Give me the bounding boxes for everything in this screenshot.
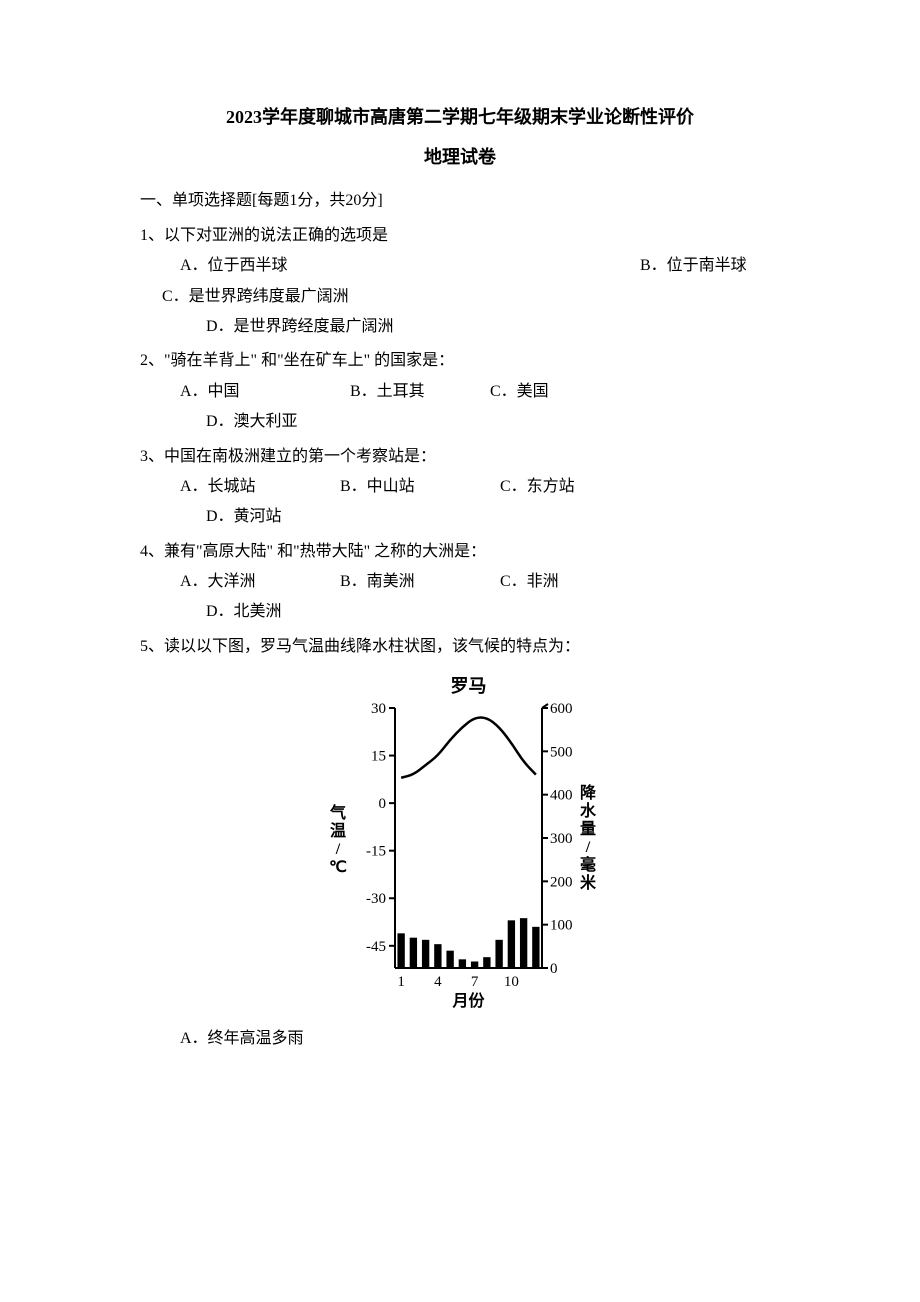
q3-option-b: B．中山站	[340, 472, 500, 502]
climate-chart: 罗马30150-15-30-456005004003002001000气温/℃降…	[140, 668, 780, 1018]
svg-text:量: 量	[580, 820, 596, 838]
q4-stem: 4、兼有"高原大陆" 和"热带大陆" 之称的大洲是：	[140, 537, 780, 567]
question-1: 1、以下对亚洲的说法正确的选项是 A．位于西半球 B．位于南半球 C．是世界跨纬…	[140, 221, 780, 343]
svg-text:/: /	[335, 841, 341, 858]
svg-text:30: 30	[371, 701, 386, 717]
q5-stem: 5、读以以下图，罗马气温曲线降水柱状图，该气候的特点为：	[140, 632, 780, 662]
svg-text:降: 降	[580, 783, 597, 802]
climate-chart-svg: 罗马30150-15-30-456005004003002001000气温/℃降…	[320, 668, 600, 1018]
q1-option-a: A．位于西半球	[180, 251, 640, 281]
svg-text:温: 温	[329, 822, 346, 840]
svg-text:1: 1	[397, 974, 405, 990]
svg-text:7: 7	[471, 974, 479, 990]
svg-text:100: 100	[550, 918, 573, 934]
q2-option-d: D．澳大利亚	[140, 407, 780, 437]
q2-option-a: A．中国	[180, 377, 350, 407]
q1-option-d: D．是世界跨经度最广阔洲	[140, 312, 780, 342]
svg-text:10: 10	[504, 974, 519, 990]
section-header: 一、单项选择题[每题1分，共20分]	[140, 186, 780, 216]
svg-text:-15: -15	[366, 844, 386, 860]
svg-text:600: 600	[550, 701, 573, 717]
svg-text:/: /	[585, 839, 591, 856]
svg-text:罗马: 罗马	[451, 676, 487, 696]
svg-text:月份: 月份	[451, 991, 485, 1010]
q2-option-b: B．土耳其	[350, 377, 490, 407]
question-4: 4、兼有"高原大陆" 和"热带大陆" 之称的大洲是： A．大洋洲 B．南美洲 C…	[140, 537, 780, 628]
q2-option-c: C．美国	[490, 377, 549, 407]
svg-text:毫: 毫	[580, 855, 596, 874]
q4-option-b: B．南美洲	[340, 567, 500, 597]
svg-text:0: 0	[550, 961, 558, 977]
q3-option-a: A．长城站	[180, 472, 340, 502]
q2-stem: 2、"骑在羊背上" 和"坐在矿车上" 的国家是：	[140, 346, 780, 376]
page-title: 2023学年度聊城市高唐第二学期七年级期末学业论断性评价	[140, 100, 780, 134]
svg-text:0: 0	[379, 796, 387, 812]
q3-stem: 3、中国在南极洲建立的第一个考察站是：	[140, 442, 780, 472]
q3-option-c: C．东方站	[500, 472, 575, 502]
svg-text:500: 500	[550, 745, 573, 761]
q1-option-c: C．是世界跨纬度最广阔洲	[140, 282, 780, 312]
q4-option-d: D．北美洲	[140, 597, 780, 627]
svg-text:400: 400	[550, 788, 573, 804]
q4-option-c: C．非洲	[500, 567, 559, 597]
svg-text:气: 气	[329, 803, 346, 822]
svg-text:℃: ℃	[329, 859, 347, 876]
question-2: 2、"骑在羊背上" 和"坐在矿车上" 的国家是： A．中国 B．土耳其 C．美国…	[140, 346, 780, 437]
question-3: 3、中国在南极洲建立的第一个考察站是： A．长城站 B．中山站 C．东方站 D．…	[140, 442, 780, 533]
question-5: 5、读以以下图，罗马气温曲线降水柱状图，该气候的特点为： 罗马 30 15 0 -15 -…	[140, 632, 780, 1055]
svg-text:200: 200	[550, 875, 573, 891]
q1-stem: 1、以下对亚洲的说法正确的选项是	[140, 221, 780, 251]
svg-text:300: 300	[550, 831, 573, 847]
svg-text:水: 水	[580, 801, 597, 820]
q1-option-b: B．位于南半球	[640, 251, 747, 281]
svg-text:-30: -30	[366, 891, 386, 907]
q4-option-a: A．大洋洲	[180, 567, 340, 597]
svg-text:米: 米	[580, 873, 597, 892]
q5-option-a: A．终年高温多雨	[180, 1024, 304, 1054]
q3-option-d: D．黄河站	[140, 502, 780, 532]
svg-text:4: 4	[434, 974, 442, 990]
svg-text:15: 15	[371, 749, 386, 765]
svg-text:-45: -45	[366, 939, 386, 955]
page-subtitle: 地理试卷	[140, 140, 780, 174]
